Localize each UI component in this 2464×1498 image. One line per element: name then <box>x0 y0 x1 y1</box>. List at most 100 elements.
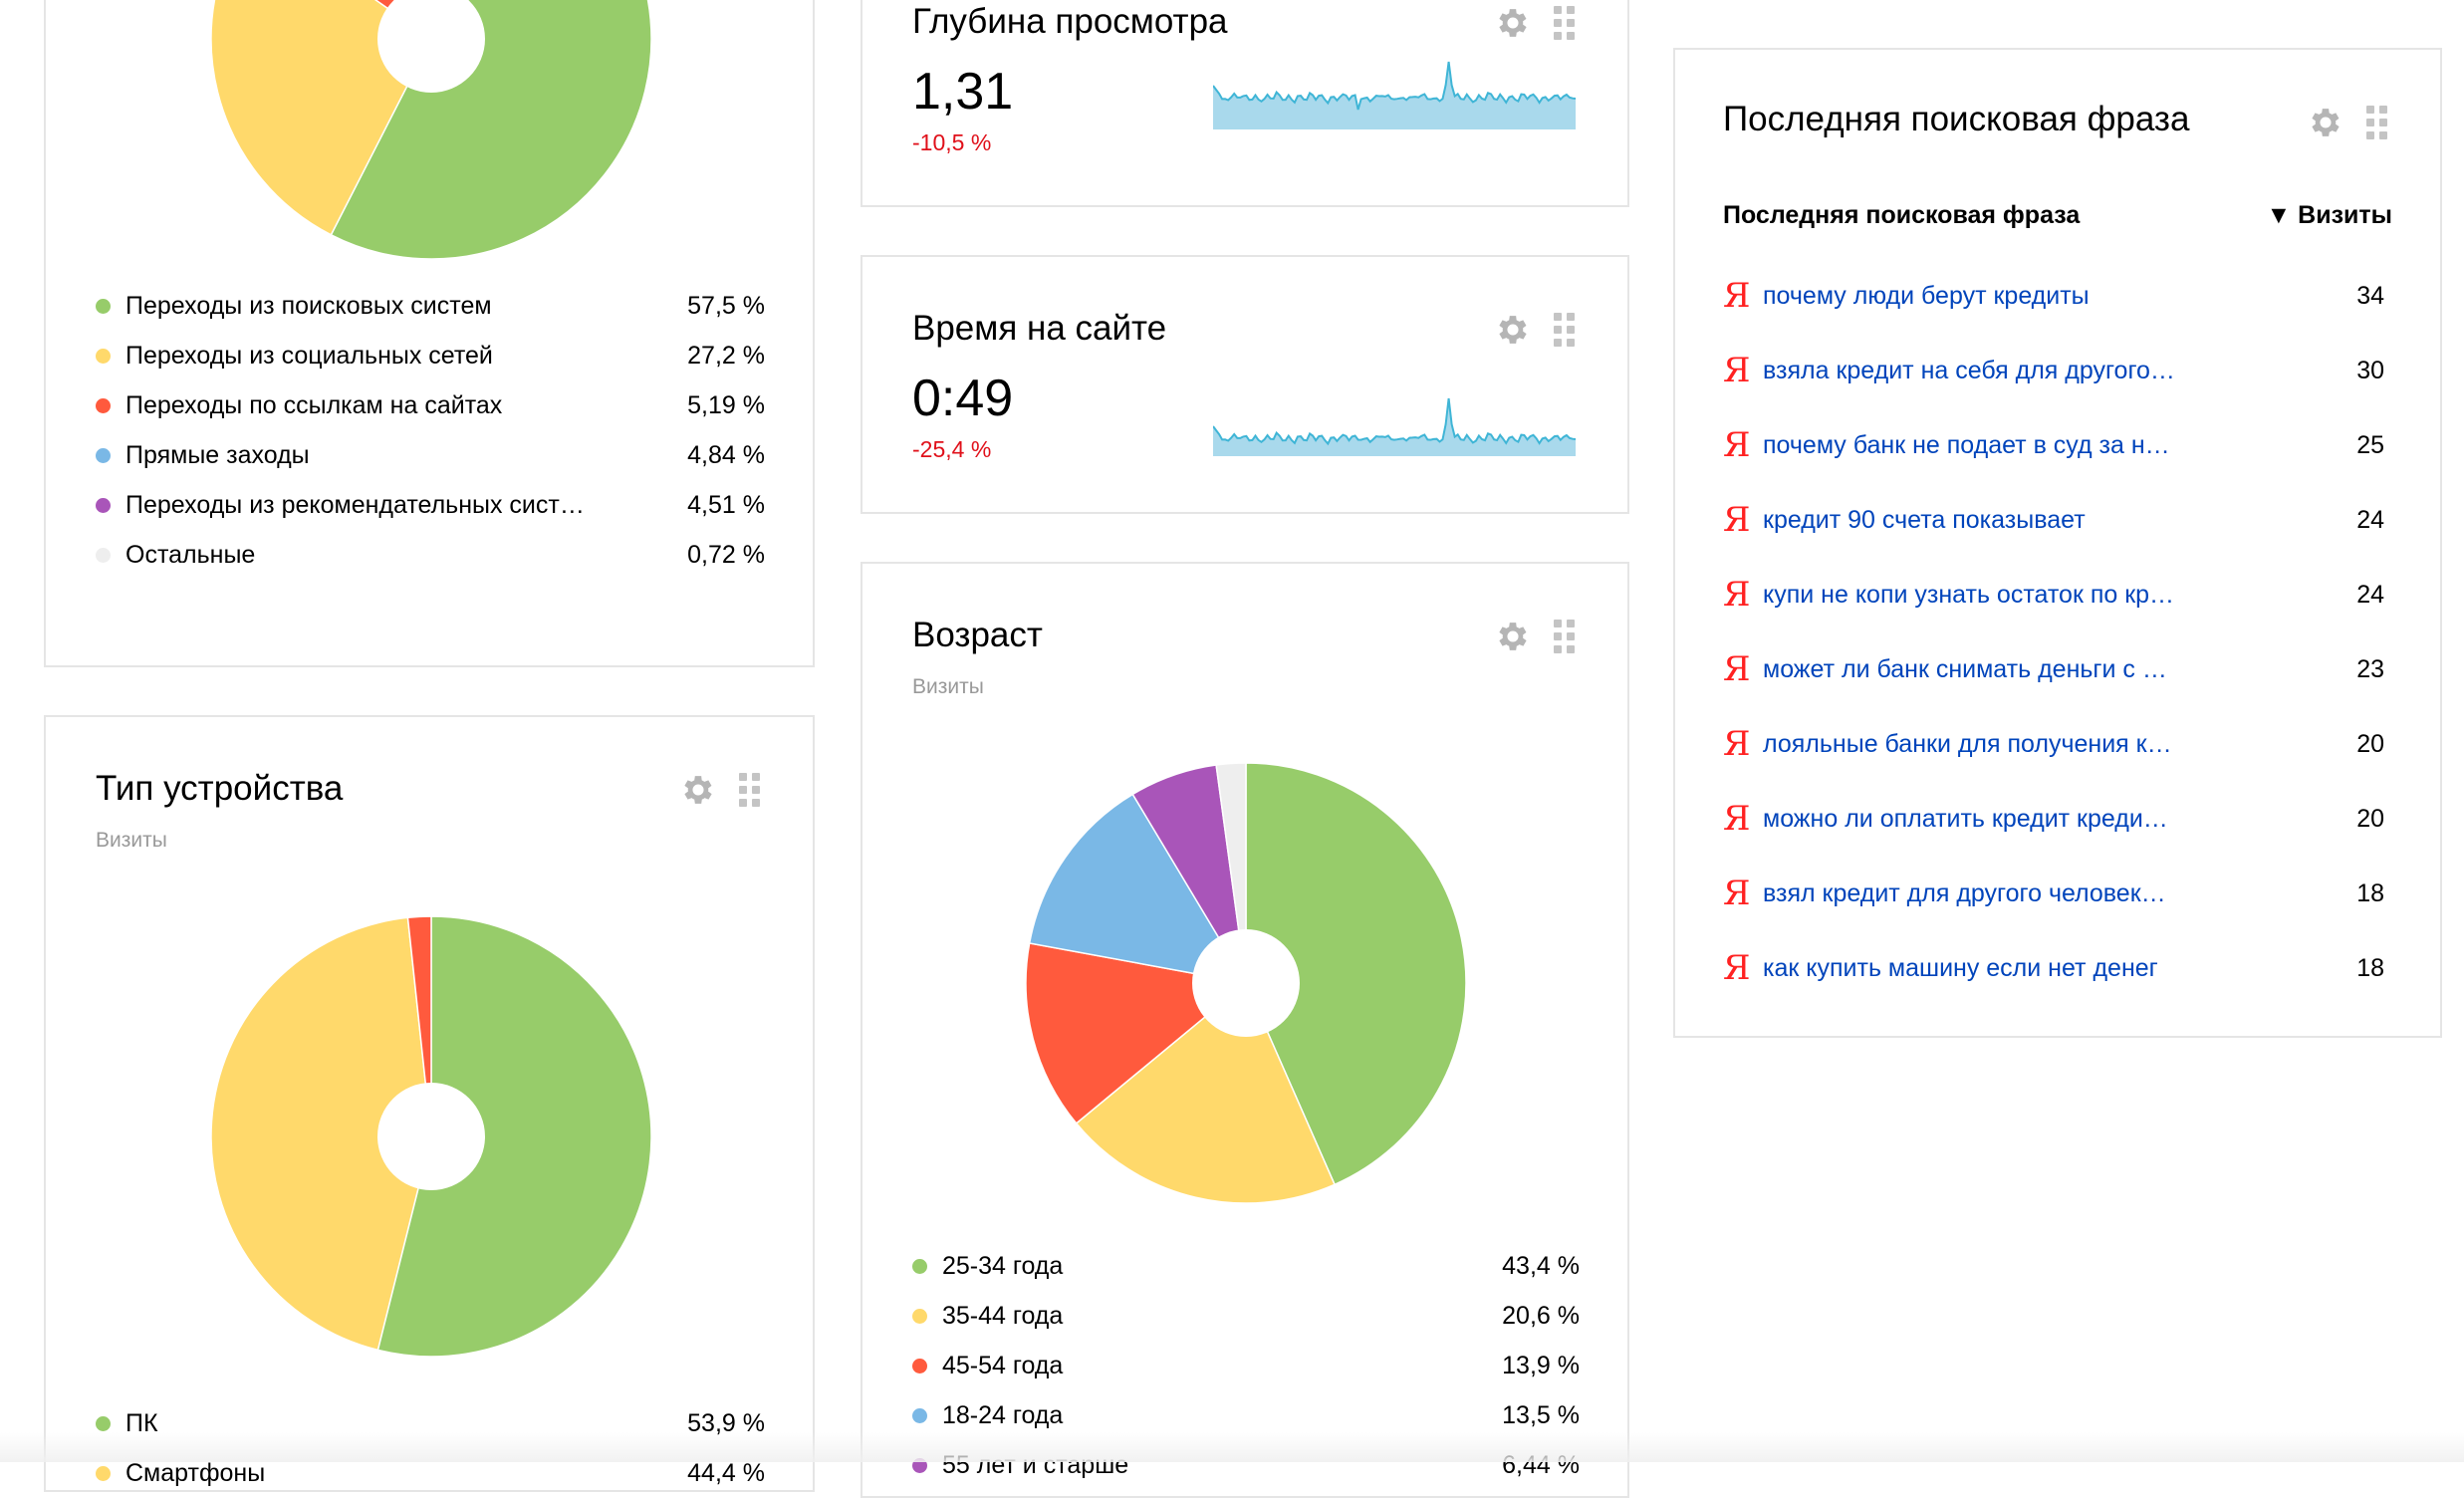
column-header-visits[interactable]: ▼ Визиты <box>2266 201 2392 229</box>
age-title: Возраст <box>912 616 1043 654</box>
legend-dot-icon <box>96 298 111 314</box>
time-tools <box>1494 311 1576 349</box>
sources-legend-item[interactable]: Переходы из рекомендательных сист… 4,51 % <box>96 480 765 530</box>
age-slice-1[interactable] <box>1075 981 1337 1204</box>
sources-card: Переходы из поисковых систем 57,5 % Перехо… <box>44 0 815 667</box>
legend-label: Остальные <box>125 540 256 569</box>
age-legend-item[interactable]: 25-34 года 43,4 % <box>912 1241 1580 1291</box>
drag-handle-icon[interactable] <box>2366 106 2388 139</box>
search-title: Последняя поисковая фраза <box>1723 100 2190 138</box>
device-slice-2[interactable] <box>406 915 432 1137</box>
legend-value: 4,84 % <box>687 440 765 469</box>
sources-slice-1[interactable] <box>210 0 432 236</box>
search-phrase-link[interactable]: почему люди берут кредиты <box>1763 281 2090 310</box>
device-legend-item[interactable]: ПК 53,9 % <box>96 1398 765 1448</box>
device-tools <box>679 771 761 809</box>
search-phrase-link[interactable]: взяла кредит на себя для другого… <box>1763 356 2175 384</box>
visits-count: 23 <box>2356 654 2384 683</box>
search-phrase-link[interactable]: как купить машину если нет денег <box>1763 953 2158 982</box>
age-subtitle: Визиты <box>912 675 984 698</box>
search-phrase-link[interactable]: купи не копи узнать остаток по кр… <box>1763 580 2175 609</box>
depth-tools <box>1494 4 1576 42</box>
search-card: Последняя поисковая фраза Последняя поис… <box>1673 48 2442 1038</box>
yandex-icon: Я <box>1723 948 1751 988</box>
legend-label: Переходы из поисковых систем <box>125 291 492 320</box>
legend-label: Переходы по ссылкам на сайтах <box>125 390 503 419</box>
legend-dot-icon <box>912 1358 927 1373</box>
visits-count: 18 <box>2356 953 2384 982</box>
yandex-icon: Я <box>1723 575 1751 615</box>
drag-handle-icon[interactable] <box>1554 6 1576 40</box>
drag-handle-icon[interactable] <box>1554 313 1576 347</box>
sources-legend-item[interactable]: Остальные 0,72 % <box>96 530 765 580</box>
gear-icon[interactable] <box>2307 104 2344 141</box>
legend-dot-icon <box>912 1258 927 1274</box>
device-slice-1[interactable] <box>210 916 432 1352</box>
legend-value: 13,5 % <box>1502 1400 1580 1429</box>
depth-sparkline <box>1213 61 1576 129</box>
device-slice-0[interactable] <box>376 915 652 1358</box>
legend-dot-icon <box>96 497 111 513</box>
legend-label: ПК <box>125 1408 158 1437</box>
gear-icon[interactable] <box>1494 618 1532 655</box>
legend-label: Смартфоны <box>125 1458 266 1487</box>
visits-count: 24 <box>2356 505 2384 534</box>
search-phrase-link[interactable]: лояльные банки для получения к… <box>1763 729 2172 758</box>
age-legend-item[interactable]: 45-54 года 13,9 % <box>912 1341 1580 1390</box>
depth-card: Глубина просмотра 1,31 -10,5 % <box>861 0 1629 207</box>
legend-dot-icon <box>96 348 111 364</box>
age-legend-item[interactable]: 35-44 года 20,6 % <box>912 1291 1580 1341</box>
yandex-icon: Я <box>1723 500 1751 540</box>
legend-dot-icon <box>96 1465 111 1481</box>
yandex-icon: Я <box>1723 724 1751 764</box>
drag-handle-icon[interactable] <box>1554 620 1576 653</box>
sources-hole <box>377 0 485 93</box>
sources-legend-item[interactable]: Переходы из поисковых систем 57,5 % <box>96 281 765 331</box>
age-slice-5[interactable] <box>1215 762 1247 984</box>
age-slice-2[interactable] <box>1025 942 1248 1124</box>
sources-legend-item[interactable]: Прямые заходы 4,84 % <box>96 430 765 480</box>
device-donut <box>210 915 652 1358</box>
search-phrase-link[interactable]: можно ли оплатить кредит креди… <box>1763 804 2168 833</box>
bottom-scroll-fade <box>0 1432 2464 1462</box>
search-phrase-link[interactable]: почему банк не подает в суд за н… <box>1763 430 2170 459</box>
gear-icon[interactable] <box>679 771 717 809</box>
legend-label: Переходы из рекомендательных сист… <box>125 490 585 519</box>
device-hole <box>377 1083 485 1190</box>
search-phrase-link[interactable]: может ли банк снимать деньги с … <box>1763 654 2167 683</box>
gear-icon[interactable] <box>1494 311 1532 349</box>
search-phrase-link[interactable]: взял кредит для другого человек… <box>1763 878 2166 907</box>
depth-spark-area <box>1213 62 1576 129</box>
sources-legend-item[interactable]: Переходы из социальных сетей 27,2 % <box>96 331 765 380</box>
legend-value: 27,2 % <box>687 341 765 370</box>
sources-legend-item[interactable]: Переходы по ссылкам на сайтах 5,19 % <box>96 380 765 430</box>
search-tools <box>2307 104 2388 141</box>
gear-icon[interactable] <box>1494 4 1532 42</box>
search-phrase-link[interactable]: кредит 90 счета показывает <box>1763 505 2086 534</box>
legend-dot-icon <box>96 397 111 413</box>
visits-count: 20 <box>2356 729 2384 758</box>
legend-value: 44,4 % <box>687 1458 765 1487</box>
drag-handle-icon[interactable] <box>739 773 761 807</box>
legend-value: 43,4 % <box>1502 1251 1580 1280</box>
yandex-icon: Я <box>1723 351 1751 390</box>
column-header-phrase[interactable]: Последняя поисковая фраза <box>1723 201 2081 229</box>
legend-value: 20,6 % <box>1502 1301 1580 1330</box>
age-slice-0[interactable] <box>1245 762 1467 1186</box>
depth-delta: -10,5 % <box>912 129 992 155</box>
yandex-icon: Я <box>1723 874 1751 913</box>
sources-slice-0[interactable] <box>330 0 652 260</box>
age-slice-3[interactable] <box>1028 793 1248 985</box>
age-legend-item[interactable]: 18-24 года 13,5 % <box>912 1390 1580 1440</box>
time-value: 0:49 <box>912 370 1014 427</box>
